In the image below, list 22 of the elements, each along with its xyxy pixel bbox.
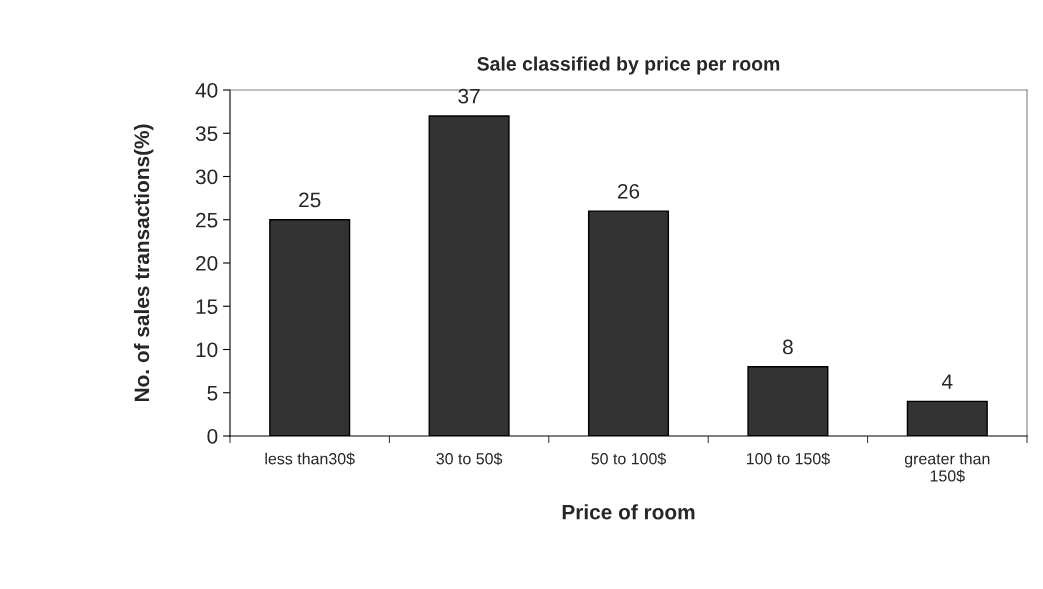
x-tick-label: greater than 150$ bbox=[904, 452, 990, 483]
x-tick-label: 30 to 50$ bbox=[436, 452, 503, 466]
x-tick-label: less than30$ bbox=[265, 452, 355, 466]
data-label: 37 bbox=[458, 88, 480, 104]
x-tick-label: 50 to 100$ bbox=[591, 452, 666, 466]
y-tick-label: 20 bbox=[196, 256, 218, 271]
y-tick-label: 40 bbox=[195, 83, 218, 98]
data-label: 25 bbox=[299, 192, 321, 208]
y-tick-label: 5 bbox=[207, 385, 218, 401]
y-tick-label: 10 bbox=[196, 342, 218, 358]
y-axis-title: No. of sales transactions(%) bbox=[133, 124, 154, 402]
y-tick-label: 35 bbox=[195, 126, 218, 141]
data-label: 26 bbox=[617, 183, 640, 199]
data-label: 8 bbox=[783, 339, 793, 355]
x-axis-title: Price of room bbox=[562, 504, 695, 520]
chart-title: Sale classified by price per room bbox=[477, 56, 780, 75]
data-label: 4 bbox=[941, 374, 953, 389]
y-tick-label: 25 bbox=[196, 212, 218, 228]
y-tick-label: 0 bbox=[207, 429, 218, 444]
y-tick-label: 15 bbox=[196, 299, 218, 314]
x-tick-label: 100 to 150$ bbox=[746, 452, 830, 466]
y-tick-label: 30 bbox=[195, 169, 218, 185]
